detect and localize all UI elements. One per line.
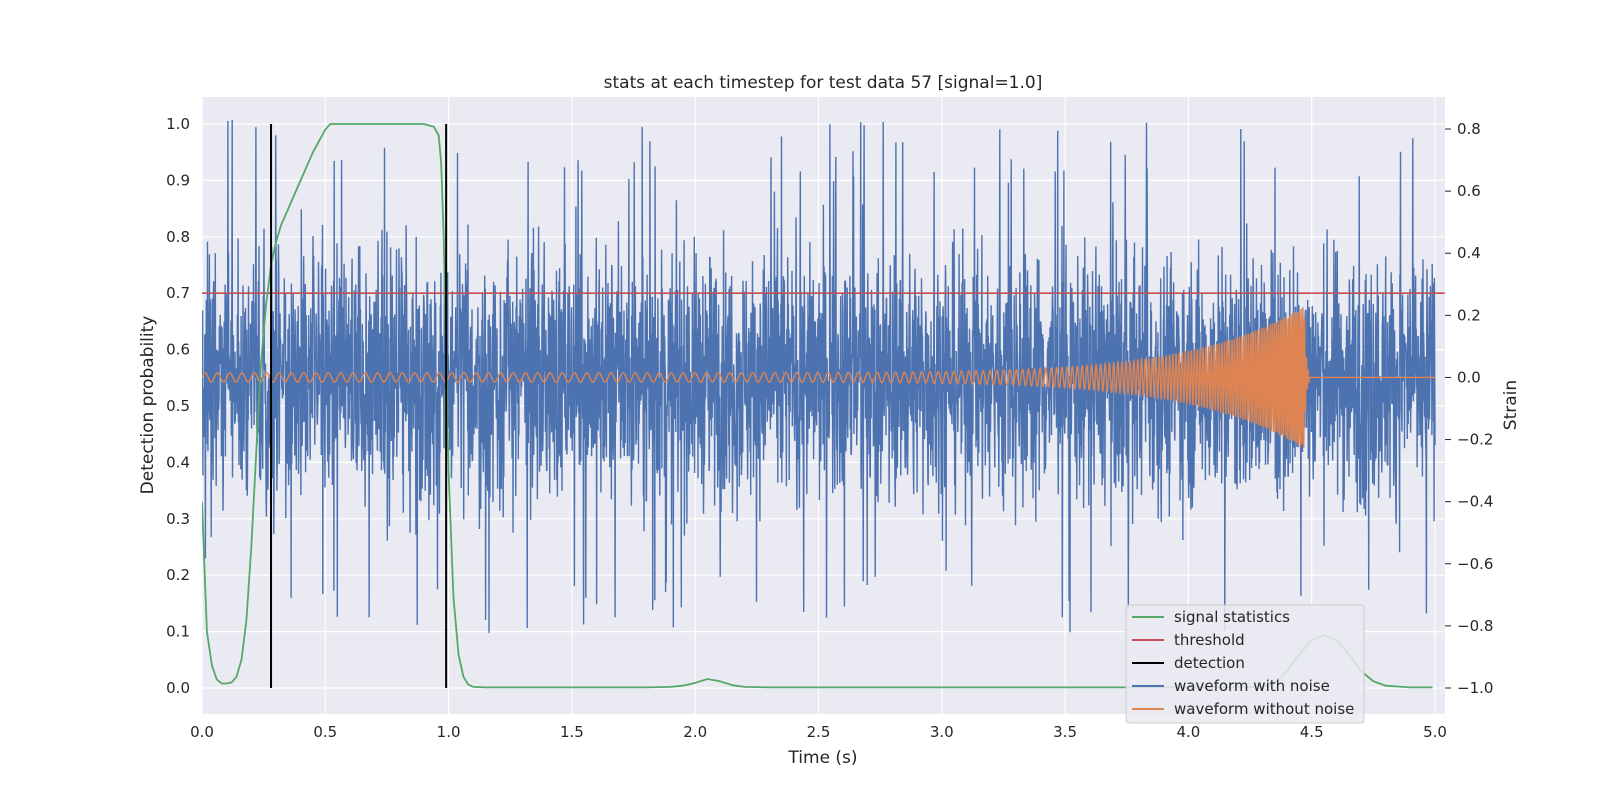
y-right-tick-label: 0.8 xyxy=(1457,120,1481,138)
y-right-tick-label: −0.2 xyxy=(1457,431,1493,449)
chart-title: stats at each timestep for test data 57 … xyxy=(604,73,1043,93)
x-tick-label: 4.0 xyxy=(1176,723,1200,741)
y-axis-label-left: Detection probability xyxy=(138,316,158,495)
y-right-tick-label: −0.8 xyxy=(1457,617,1493,635)
x-tick-label: 3.0 xyxy=(930,723,954,741)
y-right-tick-label: −0.6 xyxy=(1457,555,1493,573)
x-tick-label: 0.0 xyxy=(190,723,214,741)
y-right-tick-label: 0.6 xyxy=(1457,182,1481,200)
y-right-tick-label: −1.0 xyxy=(1457,679,1493,697)
legend-box xyxy=(1125,604,1365,724)
tick-labels: 0.0 0.5 1.0 1.5 2.0 2.5 3.0 3.5 4.0 4.5 5.0 0.0 0.1 0… xyxy=(166,115,1493,741)
y-left-tick-label: 1.0 xyxy=(166,115,190,133)
y-left-tick-label: 0.6 xyxy=(166,341,190,359)
x-tick-label: 2.5 xyxy=(807,723,831,741)
y-left-tick-label: 0.0 xyxy=(166,679,190,697)
y-left-tick-label: 0.2 xyxy=(166,566,190,584)
legend-label-signal-statistics: signal statistics xyxy=(1174,608,1290,626)
x-tick-label: 4.5 xyxy=(1300,723,1324,741)
legend: signal statistics threshold detection wa… xyxy=(1125,604,1365,724)
y-right-tick-label: 0.2 xyxy=(1457,306,1481,324)
series-line-waveform-without-noise xyxy=(202,307,1435,448)
x-tick-label: 2.0 xyxy=(683,723,707,741)
y-left-tick-label: 0.1 xyxy=(166,623,190,641)
x-tick-label: 5.0 xyxy=(1423,723,1447,741)
y-left-tick-label: 0.9 xyxy=(166,171,190,189)
y-left-tick-label: 0.7 xyxy=(166,284,190,302)
y-axis-label-right: Strain xyxy=(1501,380,1521,430)
legend-label-waveform-without-noise: waveform without noise xyxy=(1174,700,1354,718)
y-right-tick-label: 0.4 xyxy=(1457,244,1481,262)
legend-label-waveform-with-noise: waveform with noise xyxy=(1174,677,1330,695)
y-right-tick-label: 0.0 xyxy=(1457,368,1481,386)
legend-label-detection: detection xyxy=(1174,654,1245,672)
y-left-tick-label: 0.5 xyxy=(166,397,190,415)
x-axis-label: Time (s) xyxy=(787,748,857,768)
y-left-tick-label: 0.8 xyxy=(166,228,190,246)
legend-label-threshold: threshold xyxy=(1174,631,1245,649)
x-tick-label: 1.0 xyxy=(437,723,461,741)
y-right-tick-label: −0.4 xyxy=(1457,493,1493,511)
y-left-tick-label: 0.4 xyxy=(166,453,190,471)
x-tick-label: 3.5 xyxy=(1053,723,1077,741)
x-tick-label: 1.5 xyxy=(560,723,584,741)
x-tick-label: 0.5 xyxy=(313,723,337,741)
y-left-tick-label: 0.3 xyxy=(166,510,190,528)
